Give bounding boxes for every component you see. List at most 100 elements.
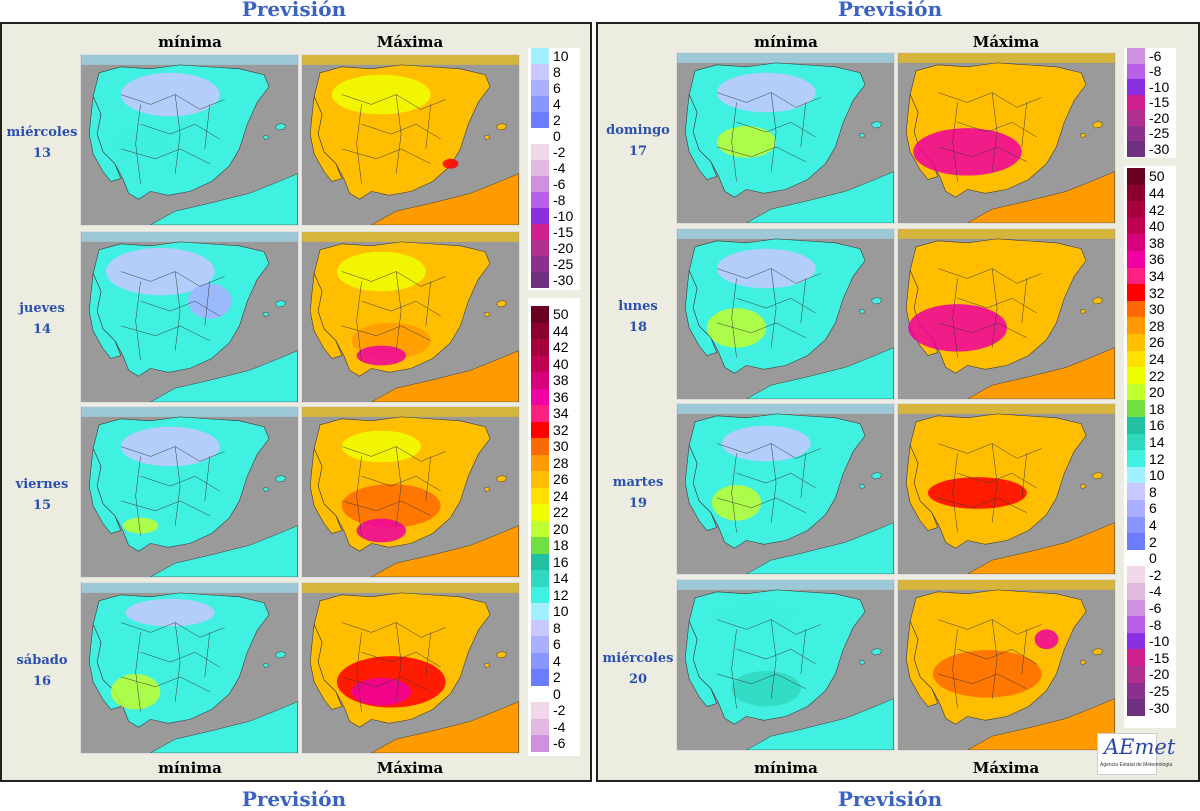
legend-label: 2	[553, 112, 561, 128]
legend-label: 26	[553, 471, 569, 488]
legend-label: -15	[1149, 94, 1170, 111]
legend-swatch	[1127, 317, 1145, 334]
legend-swatch	[1127, 682, 1145, 700]
legend-swatch	[531, 438, 549, 455]
footer-title-left: Previsión	[241, 787, 347, 811]
legend-label: -10	[1149, 633, 1170, 650]
legend-label: -25	[1149, 125, 1170, 142]
legend-label: 32	[553, 421, 569, 438]
legend-swatch	[531, 553, 549, 570]
legend-swatch	[531, 96, 549, 112]
legend-label: -6	[553, 735, 566, 752]
day-label-wed-13: miércoles 13	[6, 125, 78, 161]
legend-label: -6	[1149, 599, 1162, 616]
legend-label: -4	[553, 160, 566, 176]
legend-swatch	[531, 112, 549, 128]
legend-swatch	[531, 504, 549, 521]
legend-label: 4	[553, 652, 561, 669]
legend-label: -20	[553, 240, 574, 256]
legend-label: -8	[1149, 616, 1162, 633]
legend-label: -30	[1149, 699, 1170, 716]
legend-swatch	[531, 144, 549, 160]
legend-label: 36	[1149, 251, 1165, 268]
legend-label: 20	[553, 520, 569, 537]
legend-label: 0	[553, 685, 561, 702]
legend-swatch	[531, 669, 549, 686]
legend-label: 16	[553, 553, 569, 570]
legend-label: 40	[1149, 218, 1165, 235]
legend-swatch	[1127, 63, 1145, 79]
day-label-sun-17: domingo 17	[606, 123, 670, 159]
legend-swatch	[531, 421, 549, 438]
min-temp-map-fri-15	[80, 406, 299, 578]
day-label-sat-16: sábado 16	[16, 653, 68, 689]
legend-swatch	[1127, 566, 1145, 583]
legend-label: 44	[553, 322, 569, 339]
legend-label: 10	[553, 48, 569, 64]
legend-label: 38	[1149, 234, 1165, 251]
legend-label: -6	[1149, 47, 1162, 64]
legend-label: 22	[553, 504, 569, 521]
header-title-left: Previsión	[241, 0, 347, 21]
legend-label: 14	[553, 570, 569, 587]
legend-label: 30	[553, 438, 569, 455]
legend-label: 4	[1149, 516, 1157, 533]
right-min-header-bottom: mínima	[754, 759, 818, 777]
legend-label: 42	[1149, 201, 1165, 218]
legend-label: 38	[553, 372, 569, 389]
legend-swatch	[1127, 383, 1145, 401]
legend-swatch	[1127, 400, 1145, 417]
legend-label: -25	[553, 256, 574, 272]
legend-label: 22	[1149, 367, 1165, 384]
legend-label: 10	[553, 603, 569, 620]
min-temp-map-wed-20	[676, 579, 895, 751]
legend-swatch	[531, 322, 549, 339]
legend-swatch	[1127, 141, 1145, 157]
day-label-wed-20: miércoles 20	[602, 651, 674, 687]
header-title-right: Previsión	[837, 0, 943, 21]
legend-swatch	[1127, 699, 1145, 716]
legend-label: 50	[1149, 168, 1165, 185]
legend-swatch	[1127, 433, 1145, 451]
legend-label: -25	[1149, 682, 1170, 699]
legend-swatch	[1127, 516, 1145, 534]
legend-swatch	[1127, 79, 1145, 95]
legend-swatch	[1127, 466, 1145, 484]
legend-swatch	[531, 586, 549, 603]
legend-label: -2	[553, 702, 566, 719]
min-temp-map-wed-13	[80, 54, 299, 226]
legend-label: 18	[1149, 400, 1165, 417]
legend-label: 18	[553, 537, 569, 554]
legend-swatch	[531, 454, 549, 471]
max-temp-map-fri-15	[301, 406, 520, 578]
legend-label: 8	[553, 64, 561, 80]
legend-label: -15	[1149, 649, 1170, 666]
legend-swatch	[1127, 48, 1145, 64]
legend-swatch	[531, 160, 549, 176]
legend-label: 28	[1149, 317, 1165, 334]
legend-swatch	[531, 272, 549, 288]
legend-swatch	[531, 537, 549, 554]
legend-label: 8	[553, 619, 561, 636]
legend-swatch	[1127, 94, 1145, 110]
legend-label: 20	[1149, 384, 1165, 401]
right-max-header-top: Máxima	[972, 33, 1040, 51]
day-label-tue-19: martes 19	[612, 475, 664, 511]
max-temp-map-mon-18	[897, 228, 1116, 400]
legend-label: -20	[1149, 666, 1170, 683]
legend-label: -4	[1149, 583, 1162, 600]
legend-label: -8	[1149, 63, 1162, 80]
day-label-thu-14: jueves 14	[19, 301, 65, 337]
legend-label: 50	[553, 306, 569, 323]
left-max-header-bottom: Máxima	[376, 759, 444, 777]
right-min-header-top: mínima	[754, 33, 818, 51]
legend-swatch	[1127, 599, 1145, 617]
legend-swatch	[1127, 533, 1145, 550]
legend-swatch	[1127, 217, 1145, 235]
legend-swatch	[1127, 632, 1145, 650]
legend-swatch	[1127, 367, 1145, 384]
left-max-header-top: Máxima	[376, 33, 444, 51]
legend-swatch	[1127, 168, 1145, 185]
legend-swatch	[1127, 450, 1145, 467]
legend-label: -10	[553, 208, 574, 224]
